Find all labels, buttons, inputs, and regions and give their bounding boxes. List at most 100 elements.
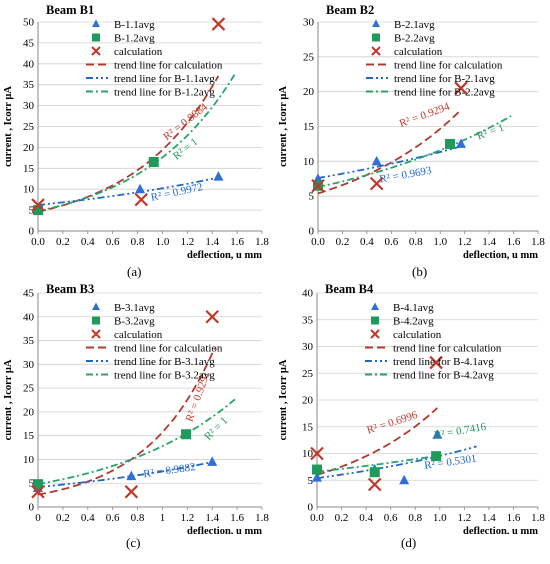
data-point-cross (211, 17, 226, 31)
y-tick-label: 10 (23, 184, 35, 196)
r-squared-label: R² = 1 (171, 136, 200, 163)
trend-line (37, 347, 216, 496)
x-tick-label: 1.8 (531, 512, 545, 524)
legend-label: trend line for B-3.1avg (114, 356, 215, 368)
chart-panel-1: 0 5 10 15 20 25 30 35 40 45 50 0.0 0.2 0.4 0.6 0.8 1.0 1.… (3, 3, 269, 261)
y-tick-label: 20 (303, 86, 315, 98)
legend-label: trend line for B-2.2avg (394, 86, 495, 98)
y-tick-label: 15 (23, 430, 35, 442)
r-squared-label: R² = 0.6996 (365, 409, 419, 437)
legend-label: B-4.1avg (393, 302, 434, 314)
chart-panel-4: 0 5 10 15 20 25 30 35 40 0.0 0.2 0.4 0.6 0.8 1.0 1.2 1.4… (278, 282, 545, 534)
data-point-square (369, 467, 380, 478)
x-tick-label: 0.0 (311, 236, 325, 248)
legend-marker (91, 46, 101, 56)
legend-item: trend line for B-1.1avg (86, 73, 215, 85)
legend-label: trend line for calculation (393, 342, 502, 354)
y-tick-label: 50 (23, 17, 35, 29)
legend-label: trend line for calculation (394, 59, 503, 71)
legend-item: calculation (91, 46, 163, 58)
data-point-cross (124, 485, 139, 499)
chart-panel-2: 0 5 10 15 20 25 30 0.0 0.2 0.4 0.6 0.8 1.0 1.2 1.4 1.6 1… (278, 3, 545, 261)
y-tick-label: 30 (23, 359, 35, 371)
data-point-triangle (313, 173, 323, 183)
legend-item: calculation (91, 329, 163, 341)
x-tick-label: 0.0 (31, 236, 45, 248)
data-point-triangle (399, 474, 410, 485)
x-tick-label: 1.8 (255, 512, 269, 524)
x-axis-label: deflection, u mm (187, 250, 262, 261)
data-point-cross (134, 192, 149, 207)
data-point-cross (367, 477, 382, 492)
y-axis-label: current , Icorr μA (278, 86, 289, 167)
data-point-square (181, 429, 192, 440)
x-tick-label: 1.8 (255, 236, 269, 248)
legend-item: B-1.1avg (92, 19, 155, 31)
y-tick-label: 5 (308, 475, 314, 487)
data-point-triangle (213, 171, 224, 181)
trend-line (37, 74, 236, 212)
legend-label: trend line for B-2.1avg (394, 73, 495, 85)
x-tick-label: 0.8 (408, 512, 422, 524)
x-tick-label: 1.0 (433, 236, 447, 248)
x-tick-label: 1.4 (482, 236, 496, 248)
x-tick-label: 1.0 (156, 236, 170, 248)
y-tick-label: 30 (303, 17, 315, 29)
legend-label: B-1.2avg (114, 32, 155, 44)
data-point-cross (429, 355, 443, 370)
y-tick-label: 0 (308, 502, 314, 514)
legend-item: trend line for B-2.2avg (366, 86, 495, 98)
y-tick-label: 25 (302, 368, 314, 380)
legend-item: B-2.2avg (372, 32, 435, 44)
legend-item: trend line for calculation (366, 59, 503, 71)
y-tick-label: 10 (23, 454, 35, 466)
x-tick-label: 1.4 (482, 512, 496, 524)
data-point-square (33, 205, 43, 216)
x-tick-label: 1.0 (433, 512, 447, 524)
legend-label: calculation (114, 46, 163, 58)
legend-item: B-4.2avg (371, 315, 434, 327)
y-tick-label: 5 (29, 478, 35, 490)
y-tick-label: 0 (309, 226, 315, 238)
x-tick-label: 0 (35, 512, 41, 524)
x-tick-label: 0.4 (360, 236, 374, 248)
data-point-triangle (207, 456, 218, 466)
trend-line (316, 454, 438, 473)
x-tick-label: 0.2 (56, 236, 70, 248)
r-squared-label: R² = 0.9972 (150, 181, 204, 204)
y-tick-label: 30 (302, 341, 314, 353)
legend-label: B-2.1avg (394, 19, 435, 31)
x-tick-label: 0.2 (56, 512, 70, 524)
x-axis-label: deflection, u mm (463, 526, 538, 534)
x-tick-label: 1.6 (230, 236, 244, 248)
trend-line (317, 115, 512, 188)
trend-line (316, 445, 477, 479)
legend-marker (370, 329, 380, 339)
y-tick-label: 10 (302, 448, 314, 460)
legend-item: B-2.1avg (372, 19, 435, 31)
panel-caption: (b) (412, 264, 428, 279)
y-tick-label: 30 (23, 100, 35, 112)
y-tick-label: 20 (23, 406, 35, 418)
legend-item: trend line for B-4.2avg (365, 369, 494, 381)
legend-label: B-3.2avg (114, 315, 155, 327)
legend-marker (371, 46, 381, 56)
data-point-triangle (126, 470, 137, 481)
legend-item: B-4.1avg (371, 302, 434, 314)
legend-item: trend line for calculation (365, 342, 502, 354)
legend-label: trend line for calculation (114, 342, 223, 354)
r-squared-label: R² = 0.9882 (143, 461, 197, 480)
x-axis-label: deflection, u mm (187, 526, 262, 534)
y-tick-label: 0 (29, 502, 35, 514)
y-tick-label: 20 (302, 395, 314, 407)
chart-title: Beam B4 (325, 282, 374, 296)
x-tick-label: 1 (160, 512, 166, 524)
legend-label: trend line for B-1.2avg (114, 86, 215, 98)
y-tick-label: 45 (23, 288, 35, 300)
trend-line (37, 396, 238, 486)
x-tick-label: 0.6 (106, 512, 120, 524)
legend-label: trend line for calculation (114, 59, 223, 71)
data-point-square (312, 464, 322, 475)
y-tick-label: 20 (23, 142, 35, 154)
